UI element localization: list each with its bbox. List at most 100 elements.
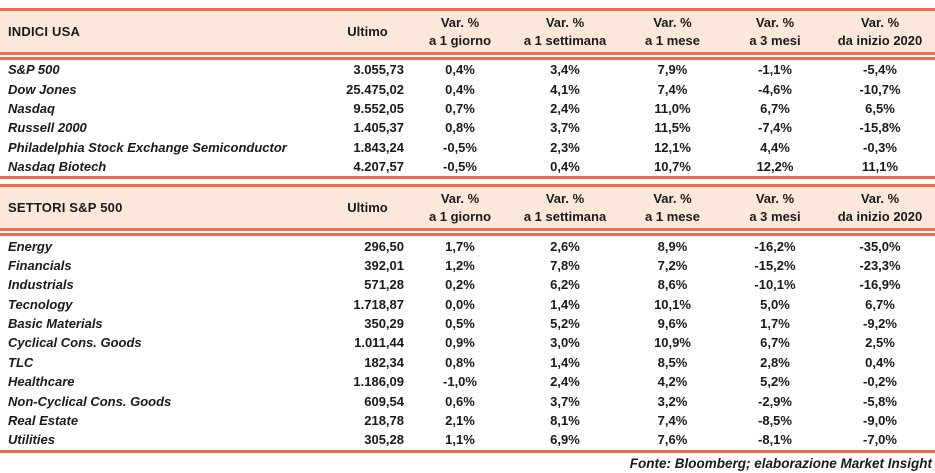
- row-var-value: 7,9%: [657, 62, 688, 78]
- table-row: TLC 182,34 0,8% 1,4% 8,5% 2,8% 0,4%: [0, 353, 935, 372]
- row-var-value: 0,4%: [445, 81, 475, 97]
- footer-source: Fonte: Bloomberg; elaborazione Market In…: [629, 455, 932, 471]
- col-header-var-1-giorno: Var. % a 1 giorno: [410, 188, 510, 228]
- row-var-value: -16,2%: [754, 238, 796, 254]
- table-row: Healthcare 1.186,09 -1,0% 2,4% 4,2% 5,2% -0,2%: [0, 372, 935, 391]
- row-var-value: 0,0%: [445, 296, 475, 312]
- var-period: a 1 mese: [645, 208, 700, 224]
- table-row: S&P 500 3.055,73 0,4% 3,4% 7,9% -1,1% -5,4%: [0, 60, 935, 79]
- row-var-value: -0,2%: [863, 374, 897, 390]
- row-ultimo-value: 392,01: [364, 257, 404, 273]
- section-title: SETTORI S&P 500: [8, 200, 123, 216]
- row-ultimo-value: 571,28: [364, 277, 404, 293]
- var-period: da inizio 2020: [837, 32, 923, 48]
- section-bottom-rule: [0, 176, 935, 180]
- settori-sp500-header-row: SETTORI S&P 500 Ultimo Var. % a 1 giorno…: [0, 184, 935, 229]
- row-var-value: 6,9%: [550, 432, 580, 448]
- row-var-value: -5,8%: [863, 393, 897, 409]
- row-label: Cyclical Cons. Goods: [8, 335, 142, 351]
- row-var-value: -8,5%: [758, 413, 792, 429]
- row-ultimo-value: 1.843,24: [353, 139, 404, 155]
- var-period: a 1 settimana: [523, 32, 607, 48]
- row-var-value: -15,8%: [859, 120, 901, 136]
- row-ultimo-value: 1.186,09: [353, 374, 404, 390]
- row-var-value: 2,8%: [760, 354, 790, 370]
- row-var-value: 2,3%: [550, 139, 580, 155]
- row-var-value: 1,2%: [445, 257, 475, 273]
- row-label: Non-Cyclical Cons. Goods: [8, 393, 172, 409]
- table-row: Utilities 305,28 1,1% 6,9% 7,6% -8,1% -7,0%: [0, 430, 935, 449]
- var-period: a 1 mese: [645, 32, 700, 48]
- row-var-value: 8,5%: [657, 354, 688, 370]
- row-var-value: -4,6%: [758, 81, 792, 97]
- row-label: Nasdaq Biotech: [8, 159, 107, 175]
- row-var-value: 6,7%: [865, 296, 895, 312]
- row-var-value: -0,3%: [863, 139, 897, 155]
- table-row: Nasdaq 9.552,05 0,7% 2,4% 11,0% 6,7% 6,5%: [0, 99, 935, 118]
- indici-usa-header-row: INDICI USA Ultimo Var. % a 1 giorno Var.…: [0, 8, 935, 52]
- var-label: Var. %: [755, 14, 795, 30]
- row-var-value: 1,4%: [550, 354, 580, 370]
- row-var-value: 2,5%: [865, 335, 895, 351]
- table-row: Nasdaq Biotech 4.207,57 -0,5% 0,4% 10,7% 12,2…: [0, 157, 935, 176]
- row-var-value: 8,1%: [550, 413, 580, 429]
- row-ultimo-value: 609,54: [364, 393, 404, 409]
- row-label: Real Estate: [8, 413, 79, 429]
- col-header-var-inizio-2020: Var. % da inizio 2020: [825, 188, 935, 228]
- row-var-value: 9,6%: [657, 316, 688, 332]
- row-var-value: 1,4%: [550, 296, 580, 312]
- row-var-value: 4,2%: [657, 374, 688, 390]
- row-label: TLC: [8, 354, 34, 370]
- row-label: Basic Materials: [8, 316, 103, 332]
- row-ultimo-value: 1.718,87: [353, 296, 404, 312]
- row-var-value: 0,5%: [445, 316, 475, 332]
- row-label: Healthcare: [8, 374, 75, 390]
- row-ultimo-value: 4.207,57: [353, 159, 404, 175]
- row-var-value: 12,2%: [756, 159, 794, 175]
- col-header-ultimo: Ultimo: [347, 24, 388, 39]
- table-row: Non-Cyclical Cons. Goods 609,54 0,6% 3,7% 3,…: [0, 391, 935, 410]
- indici-usa-rows: S&P 500 3.055,73 0,4% 3,4% 7,9% -1,1% -5,4% Dow…: [0, 60, 935, 176]
- col-header-var-3-mesi: Var. % a 3 mesi: [725, 12, 825, 52]
- row-var-value: 7,8%: [550, 257, 580, 273]
- row-label: Tecnology: [8, 296, 73, 312]
- var-period: da inizio 2020: [837, 208, 923, 224]
- row-var-value: -16,9%: [859, 277, 901, 293]
- row-var-value: -2,9%: [758, 393, 792, 409]
- var-label: Var. %: [755, 190, 795, 206]
- row-var-value: 3,2%: [657, 393, 688, 409]
- var-period: a 1 giorno: [428, 208, 492, 224]
- row-var-value: 3,7%: [550, 393, 580, 409]
- row-var-value: 0,4%: [550, 159, 580, 175]
- table-row: Real Estate 218,78 2,1% 8,1% 7,4% -8,5% -9,0%: [0, 411, 935, 430]
- row-var-value: -10,7%: [859, 81, 901, 97]
- row-var-value: 2,4%: [550, 100, 580, 116]
- row-label: Russell 2000: [8, 120, 87, 136]
- row-var-value: 0,4%: [445, 62, 475, 78]
- col-header-var-1-settimana: Var. % a 1 settimana: [510, 188, 620, 228]
- row-label: Financials: [8, 257, 72, 273]
- row-var-value: 2,4%: [550, 374, 580, 390]
- row-var-value: 0,6%: [445, 393, 475, 409]
- row-var-value: 8,6%: [657, 277, 688, 293]
- row-var-value: 7,6%: [657, 432, 688, 448]
- var-label: Var. %: [545, 190, 585, 206]
- col-header-var-1-mese: Var. % a 1 mese: [620, 188, 725, 228]
- section-settori-sp500: SETTORI S&P 500 Ultimo Var. % a 1 giorno…: [0, 184, 935, 453]
- row-var-value: 0,8%: [445, 120, 475, 136]
- table-row: Basic Materials 350,29 0,5% 5,2% 9,6% 1,7% -9,…: [0, 314, 935, 333]
- section-bottom-rule: [0, 449, 935, 453]
- row-ultimo-value: 1.011,44: [354, 335, 404, 351]
- var-label: Var. %: [653, 14, 692, 30]
- row-ultimo-value: 3.055,73: [353, 62, 404, 78]
- row-var-value: -0,5%: [443, 159, 477, 175]
- row-var-value: 11,1%: [861, 159, 899, 175]
- row-var-value: 7,4%: [657, 413, 688, 429]
- row-label: Philadelphia Stock Exchange Semiconducto…: [8, 139, 287, 155]
- row-var-value: -35,0%: [859, 238, 901, 254]
- row-label: Dow Jones: [8, 81, 77, 97]
- var-label: Var. %: [860, 14, 900, 30]
- col-header-var-1-mese: Var. % a 1 mese: [620, 12, 725, 52]
- row-var-value: 6,2%: [550, 277, 580, 293]
